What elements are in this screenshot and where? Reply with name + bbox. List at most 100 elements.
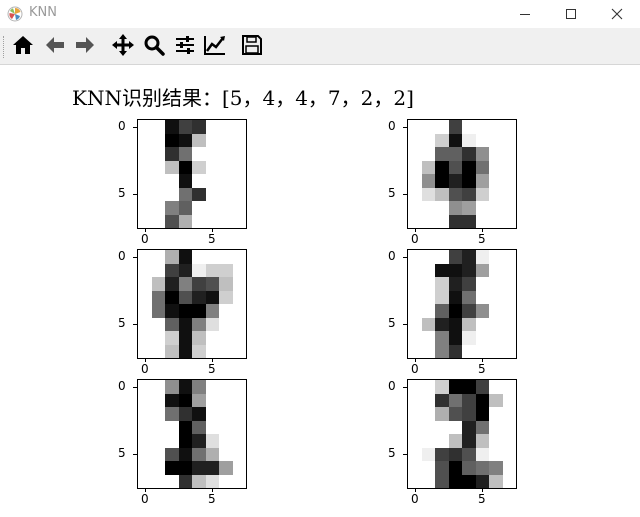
pixel-cell xyxy=(219,461,233,475)
x-tick-label: 0 xyxy=(411,232,419,246)
save-button[interactable] xyxy=(240,35,264,59)
pixel-cell xyxy=(421,133,436,148)
pixel-cell xyxy=(421,304,436,318)
edit-axes-button[interactable] xyxy=(203,35,227,59)
pixel-cell xyxy=(178,160,193,175)
home-button[interactable] xyxy=(11,35,35,59)
x-tick-label: 0 xyxy=(141,492,149,506)
back-button[interactable] xyxy=(43,35,67,59)
y-tick-label: 0 xyxy=(388,119,396,133)
pixel-cell xyxy=(435,304,449,318)
pixel-cell xyxy=(205,147,220,161)
toolbar-grip[interactable] xyxy=(3,36,7,58)
figure-title: KNN识别结果：[5，4，4，7，2，2] xyxy=(72,86,414,110)
pixel-cell xyxy=(435,277,449,291)
pixel-cell xyxy=(475,380,490,394)
pixel-cell xyxy=(462,187,476,202)
pixel-cell xyxy=(462,461,476,475)
pixel-cell xyxy=(462,380,476,394)
pixel-cell xyxy=(435,147,449,161)
pixel-cell xyxy=(178,120,193,134)
pixel-cell xyxy=(151,214,166,229)
pixel-cell xyxy=(448,147,463,161)
pixel-cell xyxy=(138,160,152,175)
pixel-cell xyxy=(421,120,436,134)
pixel-cell xyxy=(178,393,193,408)
close-button[interactable] xyxy=(594,0,640,28)
pan-button[interactable] xyxy=(111,33,135,61)
pixel-cell xyxy=(462,407,476,421)
pixel-cell xyxy=(165,147,179,161)
y-tick-mark xyxy=(403,127,407,128)
x-tick-label: 5 xyxy=(478,232,486,246)
pixel-cell xyxy=(205,317,220,332)
pixel-cell xyxy=(151,133,166,148)
pixel-cell xyxy=(165,317,179,332)
pixel-cell xyxy=(421,447,436,462)
pixel-cell xyxy=(435,317,449,332)
pixel-cell xyxy=(165,393,179,408)
pixel-cell xyxy=(448,277,463,291)
pixel-cell xyxy=(475,147,490,161)
pixel-cell xyxy=(489,434,503,448)
pixel-cell xyxy=(475,474,490,489)
pixel-cell xyxy=(502,317,517,332)
pixel-cell xyxy=(219,420,233,435)
pixel-cell xyxy=(489,174,503,188)
pixel-cell xyxy=(408,304,422,318)
navigation-toolbar xyxy=(0,28,640,65)
pixel-cell xyxy=(448,380,463,394)
pixel-cell xyxy=(408,380,422,394)
zoom-button[interactable] xyxy=(142,35,166,59)
configure-subplots-button[interactable] xyxy=(173,35,197,59)
pixel-cell xyxy=(448,304,463,318)
pixel-cell xyxy=(421,174,436,188)
pixel-cell xyxy=(462,434,476,448)
y-tick-label: 0 xyxy=(118,249,126,263)
pixel-cell xyxy=(408,447,422,462)
x-tick-label: 5 xyxy=(208,362,216,376)
x-tick-mark xyxy=(482,358,483,362)
pixel-cell xyxy=(408,160,422,175)
pixel-cell xyxy=(421,187,436,202)
pixel-cell xyxy=(232,174,247,188)
pixel-cell xyxy=(192,380,206,394)
pixel-cell xyxy=(219,174,233,188)
pixel-cell xyxy=(502,263,517,278)
pixel-cell xyxy=(408,201,422,215)
pixel-cell xyxy=(138,120,152,134)
maximize-icon xyxy=(565,5,577,24)
pixel-cell xyxy=(232,420,247,435)
pixel-cell xyxy=(421,420,436,435)
pixel-cell xyxy=(435,160,449,175)
maximize-button[interactable] xyxy=(548,0,594,28)
pixel-cell xyxy=(502,420,517,435)
pixel-cell xyxy=(151,344,166,359)
move-icon xyxy=(111,33,135,61)
pixel-cell xyxy=(219,331,233,345)
pixel-cell xyxy=(138,420,152,435)
pixel-cell xyxy=(219,187,233,202)
pixel-cell xyxy=(435,214,449,229)
y-tick-label: 5 xyxy=(388,316,396,330)
pixel-cell xyxy=(435,331,449,345)
minimize-button[interactable] xyxy=(502,0,548,28)
forward-button[interactable] xyxy=(73,35,97,59)
pixel-cell xyxy=(178,331,193,345)
pixel-cell xyxy=(435,120,449,134)
pixel-cell xyxy=(205,420,220,435)
pixel-cell xyxy=(475,344,490,359)
pixel-cell xyxy=(435,474,449,489)
x-tick-mark xyxy=(415,228,416,232)
pixel-cell xyxy=(502,160,517,175)
pixel-cell xyxy=(192,420,206,435)
pixel-cell xyxy=(408,187,422,202)
pixel-cell xyxy=(151,317,166,332)
pixel-cell xyxy=(151,290,166,305)
pixel-cell xyxy=(475,461,490,475)
pixel-cell xyxy=(219,147,233,161)
pixel-cell xyxy=(435,187,449,202)
pixel-cell xyxy=(151,263,166,278)
pixel-cell xyxy=(448,393,463,408)
pixel-cell xyxy=(408,420,422,435)
